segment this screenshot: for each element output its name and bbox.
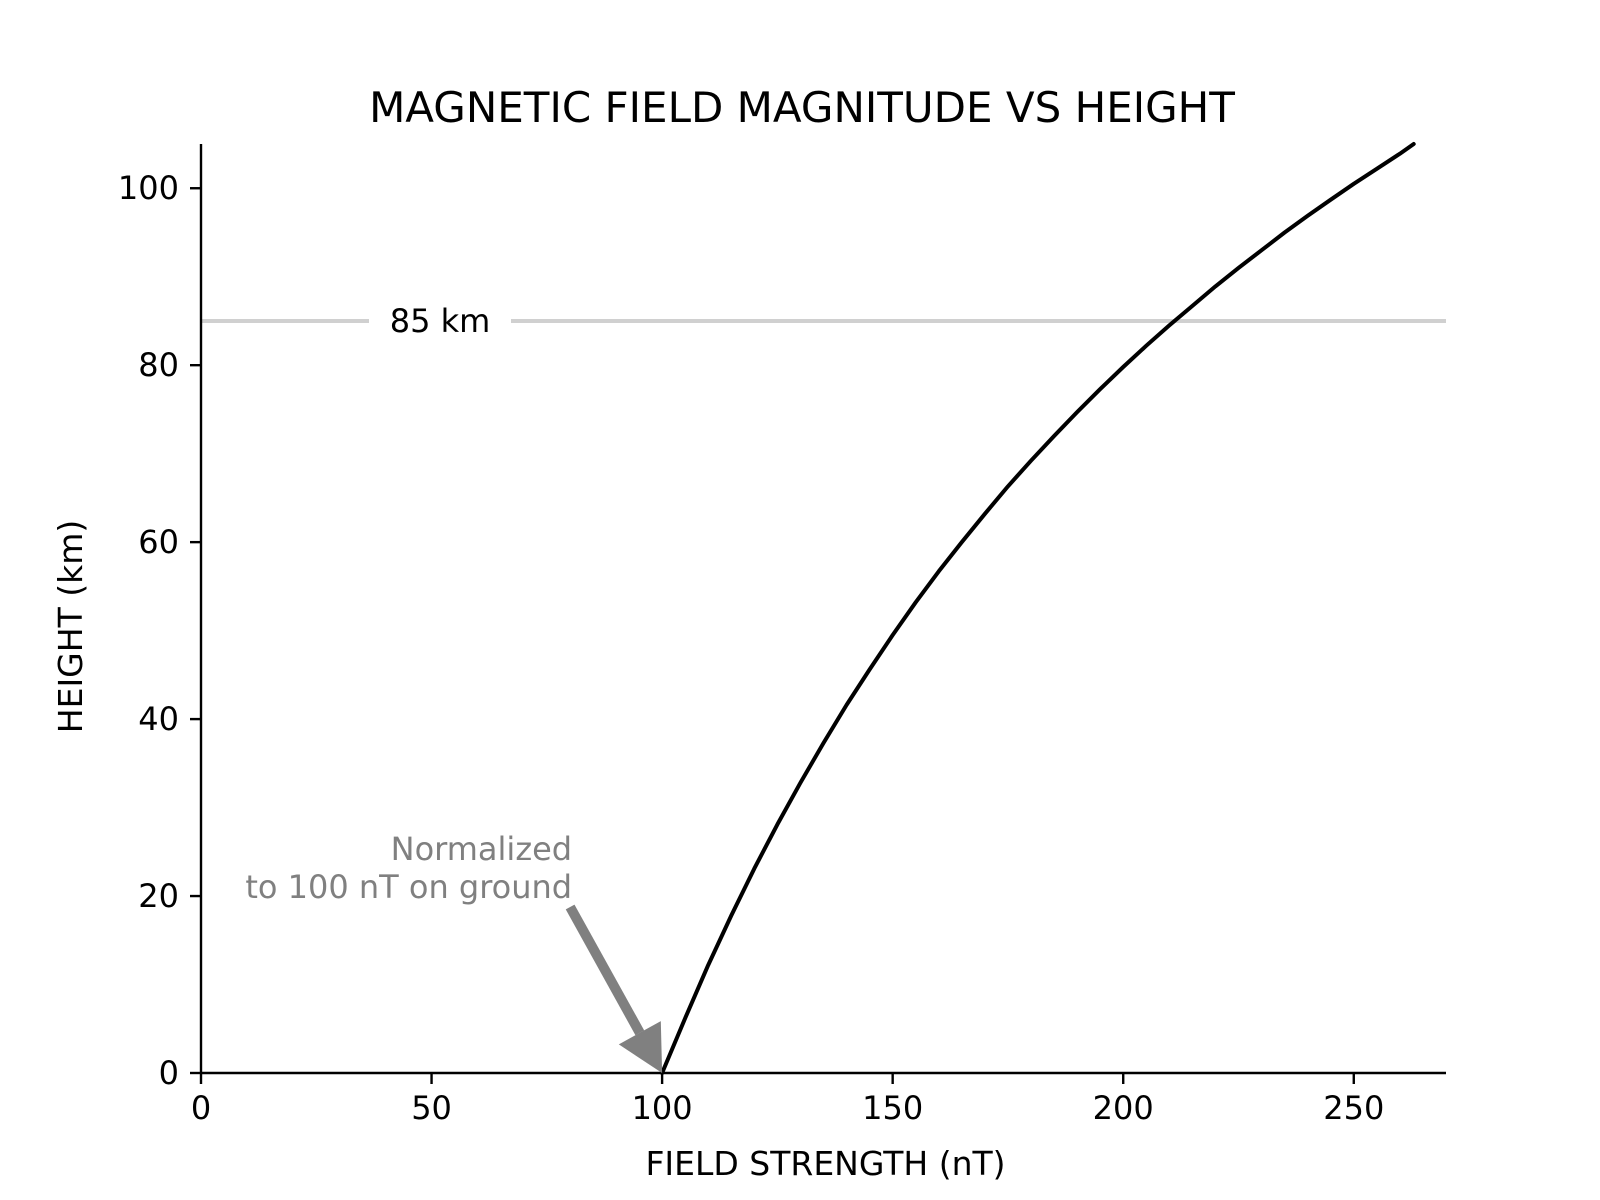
y-tick-label: 20	[138, 877, 179, 915]
annotation-arrow-shaft	[565, 904, 645, 1036]
y-tick-label: 80	[138, 346, 179, 384]
y-tick-label: 100	[118, 169, 179, 207]
annotation-arrowhead	[618, 1021, 663, 1073]
x-tick-label: 100	[632, 1089, 693, 1127]
x-tick-label: 150	[862, 1089, 923, 1127]
axes	[199, 144, 1446, 1075]
x-axis-label: FIELD STRENGTH (nT)	[645, 1144, 1005, 1183]
y-tick-label: 0	[159, 1054, 179, 1092]
y-axis-label: HEIGHT (km)	[51, 520, 90, 733]
y-tick-label: 40	[138, 700, 179, 738]
x-tick-label: 50	[411, 1089, 452, 1127]
chart-title: MAGNETIC FIELD MAGNITUDE VS HEIGHT	[369, 83, 1235, 132]
y-tick-label: 60	[138, 523, 179, 561]
annotation-text-line-1: Normalized	[391, 830, 572, 868]
axis-ticks: 0 50 100 150 200 250 0 20 40 60 80 100	[118, 169, 1384, 1127]
field-strength-curve	[660, 142, 1416, 1075]
x-tick-label: 0	[191, 1089, 211, 1127]
annotation-text-line-2: to 100 nT on ground	[245, 868, 572, 906]
reference-line-label: 85 km	[390, 302, 491, 340]
x-tick-label: 250	[1323, 1089, 1384, 1127]
annotation: Normalized to 100 nT on ground	[245, 830, 663, 1073]
x-tick-label: 200	[1093, 1089, 1154, 1127]
